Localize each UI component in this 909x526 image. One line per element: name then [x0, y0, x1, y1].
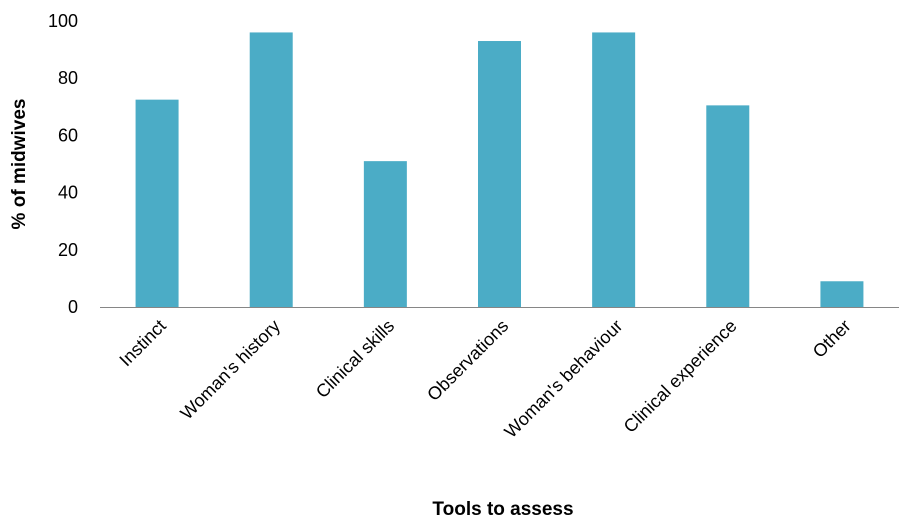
- x-tick-label: Woman's history: [176, 316, 284, 424]
- y-tick-label: 0: [68, 297, 78, 317]
- x-axis-title: Tools to assess: [432, 499, 573, 520]
- x-tick-label: Observations: [423, 316, 512, 405]
- y-tick-label: 80: [58, 68, 78, 88]
- bar: [820, 281, 864, 307]
- bar: [592, 32, 636, 307]
- x-tick-label: Clinical experience: [620, 316, 741, 437]
- y-axis-title: % of midwives: [9, 99, 30, 230]
- bar: [135, 99, 179, 308]
- x-tick-label: Other: [809, 316, 855, 362]
- x-tick-label: Woman's behaviour: [500, 316, 626, 442]
- y-axis-tick-labels: 0 20 40 60 80 100: [48, 11, 78, 317]
- bar: [706, 105, 750, 308]
- bar: [249, 32, 293, 307]
- y-tick-label: 100: [48, 11, 78, 31]
- bars: [135, 32, 864, 308]
- x-tick-label: Instinct: [115, 316, 169, 370]
- bar: [363, 161, 407, 307]
- y-tick-label: 20: [58, 240, 78, 260]
- y-tick-label: 40: [58, 183, 78, 203]
- bar: [478, 41, 521, 308]
- y-tick-label: 60: [58, 125, 78, 145]
- x-tick-label: Clinical skills: [312, 316, 398, 402]
- x-axis-tick-labels: Instinct Woman's history Clinical skills Ob…: [115, 316, 854, 442]
